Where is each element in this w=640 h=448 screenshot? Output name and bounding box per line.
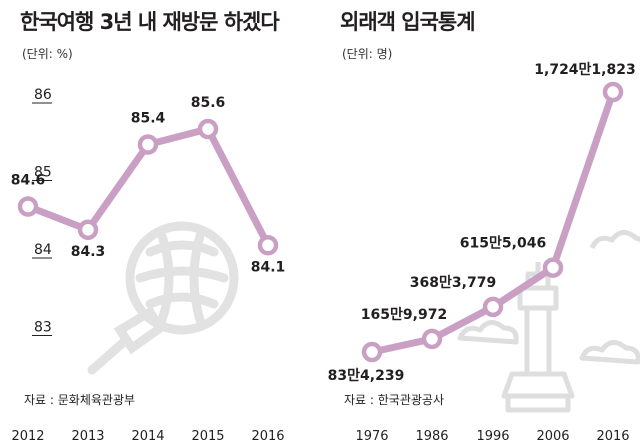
right-x-tick: 1986: [415, 429, 448, 444]
right-chart-svg: 1976 1986 1996 2006 2016 83만4,239 165만9,972 36…: [328, 62, 640, 444]
left-x-tick: 2015: [191, 429, 224, 444]
left-data-label: 84.3: [71, 244, 106, 260]
left-x-tick: 2012: [11, 429, 44, 444]
right-data-label: 165만9,972: [361, 307, 447, 323]
left-data-label: 85.4: [131, 111, 166, 127]
right-chart-source: 자료 : 한국관광공사: [344, 393, 444, 407]
fan-illustration: [87, 221, 239, 375]
right-data-label: 83만4,239: [328, 368, 405, 384]
right-data-point: [542, 257, 564, 278]
right-data-label: 1,724만1,823: [534, 62, 635, 78]
left-y-tick: 86: [34, 87, 52, 103]
left-chart-unit: (단위: %): [22, 47, 73, 61]
right-x-tick: 2016: [596, 429, 629, 444]
left-data-point: [17, 196, 39, 217]
right-data-label: 615만5,046: [460, 236, 546, 252]
left-y-tick: 84: [34, 242, 52, 258]
right-data-point: [421, 328, 443, 350]
left-chart-svg: 86 85 84 83 2012 2013 2014 2015 2016 84.6 84.3 85.…: [11, 87, 286, 444]
left-data-point: [77, 219, 99, 240]
right-chart-title: 외래객 입국통계: [340, 10, 476, 34]
right-chart-panel: 1976 1986 1996 2006 2016 83만4,239 165만9,972 36…: [320, 0, 640, 448]
right-x-tick: 1996: [476, 429, 509, 444]
left-data-label: 85.6: [191, 95, 226, 111]
left-data-point: [197, 118, 219, 140]
left-x-tick: 2014: [131, 429, 164, 444]
tower-illustration: [457, 230, 640, 413]
right-data-point: [602, 81, 624, 103]
left-x-tick: 2013: [71, 429, 104, 444]
left-data-label: 84.1: [251, 259, 286, 275]
left-data-point: [137, 134, 159, 155]
right-x-tick: 1976: [355, 429, 388, 444]
left-data-point: [257, 235, 279, 256]
left-chart-title: 한국여행 3년 내 재방문 하겠다: [20, 10, 280, 34]
right-x-tick: 2006: [536, 429, 569, 444]
right-data-point: [482, 296, 504, 318]
right-data-label: 368만3,779: [410, 275, 496, 291]
left-chart-panel: 86 85 84 83 2012 2013 2014 2015 2016 84.6 84.3 85.…: [11, 10, 286, 444]
right-chart-unit: (단위: 명): [342, 47, 393, 61]
left-data-label: 84.6: [11, 173, 46, 189]
left-x-tick: 2016: [251, 429, 284, 444]
left-y-tick: 85: [34, 165, 52, 181]
left-y-tick: 83: [34, 320, 52, 336]
right-data-point: [361, 341, 383, 363]
left-chart-source: 자료 : 문화체육관광부: [24, 393, 136, 407]
